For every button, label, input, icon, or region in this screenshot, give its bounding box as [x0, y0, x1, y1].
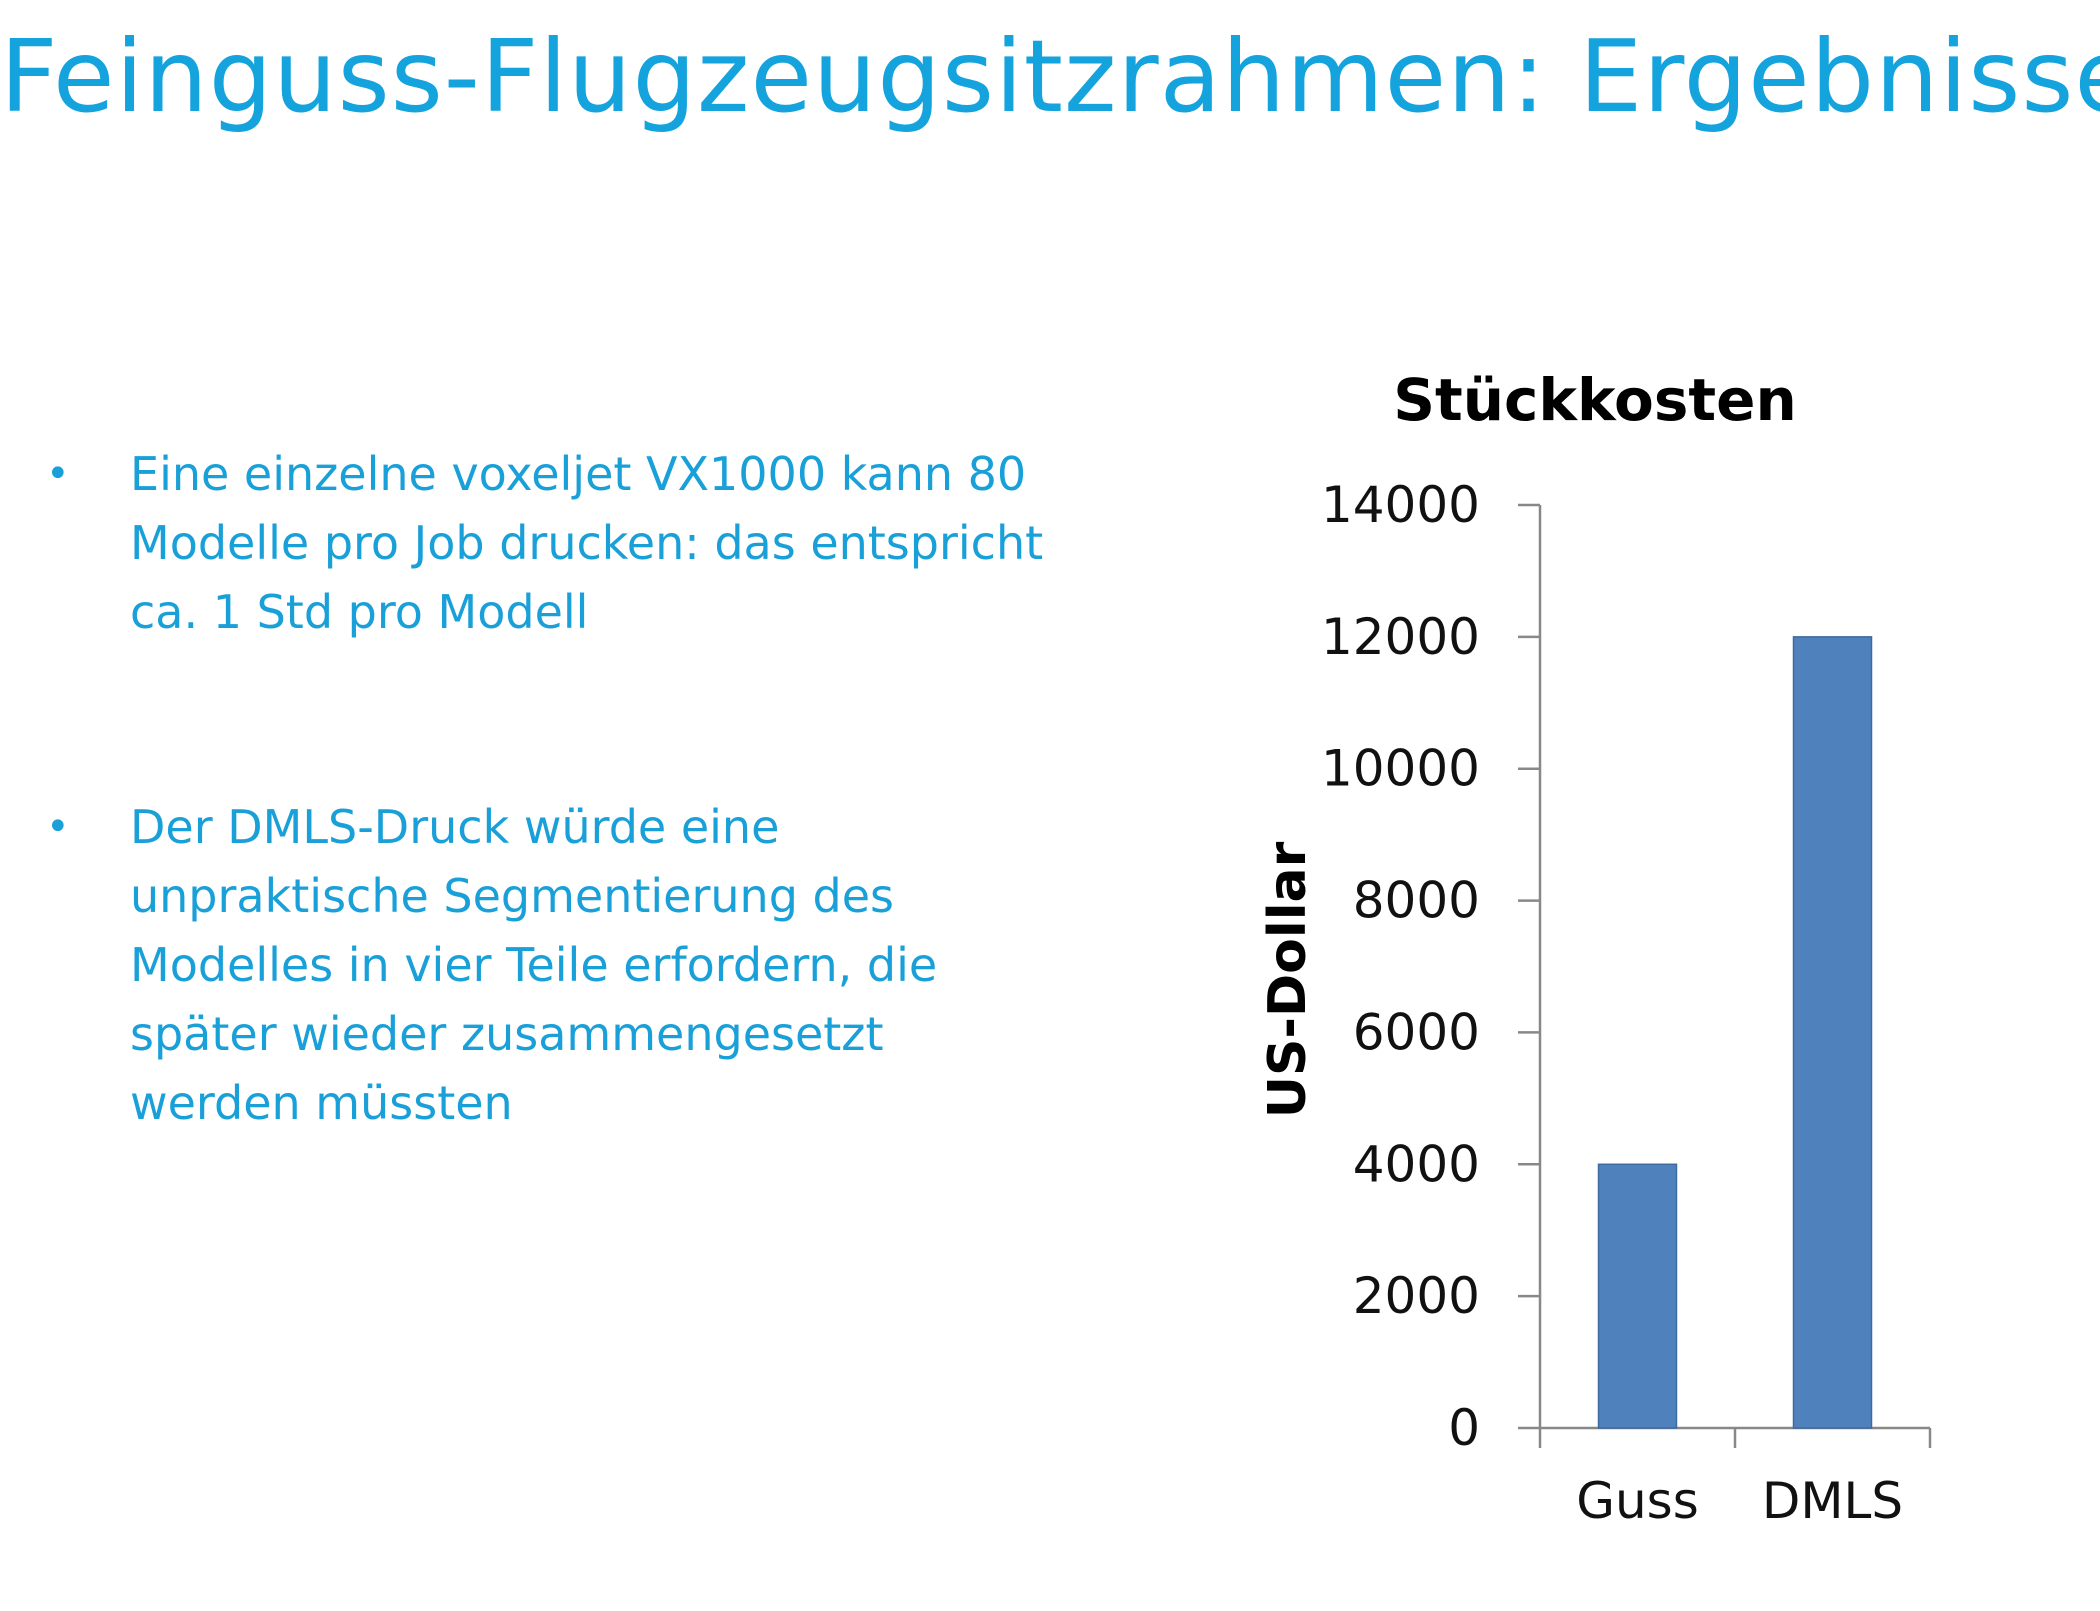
x-tick-label: Guss [1576, 1472, 1699, 1530]
bullet-text: Der DMLS-Druck würde eine unpraktische S… [130, 800, 938, 1130]
x-tick-labels: Guss DMLS [1576, 1472, 1903, 1530]
bullet-dot-icon: • [46, 451, 70, 497]
bar-guss [1597, 1163, 1678, 1429]
y-tick-label: 10000 [1321, 740, 1480, 798]
y-tick-label: 8000 [1353, 872, 1480, 930]
unit-cost-chart: Stückkosten US-Dollar 0 2000 4000 6000 8000 1… [1220, 350, 2020, 1570]
y-tick-labels: 0 2000 4000 6000 8000 10000 12000 14000 [1321, 476, 1480, 1457]
chart-bars [1597, 636, 1873, 1429]
bullet-item: • Der DMLS-Druck würde eine unpraktische… [40, 793, 1060, 1138]
chart-svg: Stückkosten US-Dollar 0 2000 4000 6000 8000 1… [1258, 366, 1932, 1530]
bullet-list: • Eine einzelne voxeljet VX1000 kann 80 … [40, 440, 1060, 1138]
y-tick-label: 12000 [1321, 608, 1480, 666]
chart-title: Stückkosten [1393, 366, 1796, 434]
bullet-dot-icon: • [46, 804, 70, 850]
y-tick-label: 2000 [1353, 1267, 1480, 1325]
y-tick-label: 0 [1448, 1399, 1480, 1457]
bullet-item: • Eine einzelne voxeljet VX1000 kann 80 … [40, 440, 1060, 647]
bar-dmls [1792, 636, 1873, 1429]
y-tick-label: 14000 [1321, 476, 1480, 534]
slide-title: Feinguss-Flugzeugsitzrahmen: Ergebnisse [0, 18, 2100, 135]
x-tick-label: DMLS [1762, 1472, 1903, 1530]
y-axis-title: US-Dollar [1258, 841, 1318, 1118]
y-tick-label: 4000 [1353, 1135, 1480, 1193]
y-tick-label: 6000 [1353, 1003, 1480, 1061]
bullet-text: Eine einzelne voxeljet VX1000 kann 80 Mo… [130, 447, 1044, 639]
